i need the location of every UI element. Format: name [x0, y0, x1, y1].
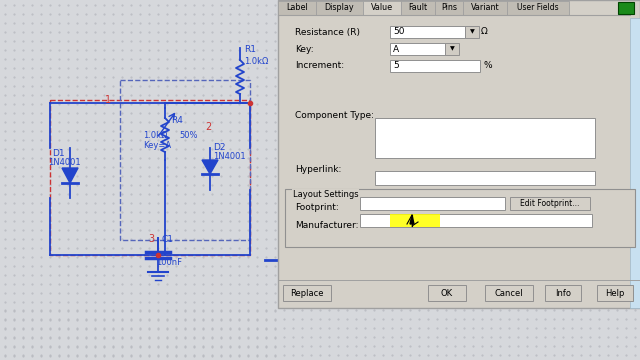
- Bar: [465, 26, 479, 38]
- Text: Ω: Ω: [481, 27, 488, 36]
- Bar: [375, 118, 595, 158]
- Text: %: %: [483, 62, 492, 71]
- Text: ▼: ▼: [450, 46, 454, 51]
- Text: Layout Settings: Layout Settings: [293, 190, 358, 199]
- Text: D2: D2: [213, 143, 225, 152]
- Bar: [278, 1, 316, 15]
- Bar: [50, 100, 250, 255]
- Text: D1: D1: [52, 149, 65, 158]
- Text: 3: 3: [148, 234, 154, 244]
- Text: Manufacturer:: Manufacturer:: [295, 220, 358, 230]
- Text: 1.0kΩ: 1.0kΩ: [143, 131, 168, 140]
- Bar: [597, 285, 633, 301]
- Text: 100nF: 100nF: [156, 258, 182, 267]
- Bar: [390, 43, 445, 55]
- Text: Increment:: Increment:: [295, 62, 344, 71]
- Bar: [0, 0, 278, 360]
- Bar: [390, 26, 465, 38]
- Text: C1: C1: [162, 235, 174, 244]
- Text: 1.0kΩ: 1.0kΩ: [244, 57, 268, 66]
- Text: ▼: ▼: [470, 30, 474, 35]
- Bar: [316, 1, 363, 15]
- Bar: [507, 1, 569, 15]
- Text: OK: OK: [441, 288, 453, 297]
- Bar: [390, 60, 480, 72]
- Text: Edit Footprint...: Edit Footprint...: [520, 199, 580, 208]
- Text: Footprint:: Footprint:: [295, 203, 339, 212]
- Text: Key=A: Key=A: [143, 141, 171, 150]
- Bar: [618, 2, 634, 14]
- Text: Cancel: Cancel: [495, 288, 524, 297]
- Text: User Fields: User Fields: [517, 4, 559, 13]
- Text: 1: 1: [105, 95, 111, 105]
- Text: 50: 50: [393, 27, 404, 36]
- Text: Label: Label: [286, 4, 308, 13]
- Polygon shape: [410, 215, 414, 224]
- Text: Help: Help: [605, 288, 625, 297]
- Text: R1: R1: [244, 45, 256, 54]
- Text: Value: Value: [371, 4, 393, 13]
- Bar: [0, 308, 640, 360]
- Text: 1N4001: 1N4001: [213, 152, 246, 161]
- Text: Variant: Variant: [470, 4, 499, 13]
- Bar: [428, 285, 466, 301]
- Text: 1N4001: 1N4001: [48, 158, 81, 167]
- Text: Hyperlink:: Hyperlink:: [295, 165, 341, 174]
- Bar: [360, 214, 592, 227]
- Bar: [283, 285, 331, 301]
- Bar: [375, 171, 595, 185]
- Text: Replace: Replace: [291, 288, 324, 297]
- Bar: [445, 43, 459, 55]
- Bar: [435, 1, 463, 15]
- Text: Pins: Pins: [441, 4, 457, 13]
- Bar: [363, 1, 401, 15]
- Text: 2: 2: [205, 122, 211, 132]
- Bar: [463, 1, 507, 15]
- Bar: [401, 1, 435, 15]
- Text: A: A: [393, 45, 399, 54]
- Bar: [630, 18, 640, 308]
- Bar: [390, 214, 440, 227]
- Bar: [360, 197, 505, 210]
- Text: 5: 5: [393, 62, 399, 71]
- Text: Fault: Fault: [408, 4, 428, 13]
- Text: 50%: 50%: [179, 131, 198, 140]
- Text: R4: R4: [171, 116, 183, 125]
- Bar: [485, 285, 533, 301]
- Bar: [510, 197, 590, 210]
- Bar: [120, 80, 250, 240]
- Text: Display: Display: [324, 4, 355, 13]
- Bar: [545, 285, 581, 301]
- Bar: [285, 189, 635, 247]
- Text: Info: Info: [555, 288, 571, 297]
- Polygon shape: [202, 160, 218, 174]
- Text: Key:: Key:: [295, 45, 314, 54]
- Text: Resistance (R): Resistance (R): [295, 27, 360, 36]
- Polygon shape: [62, 168, 78, 183]
- Text: Component Type:: Component Type:: [295, 111, 374, 120]
- Bar: [278, 0, 640, 308]
